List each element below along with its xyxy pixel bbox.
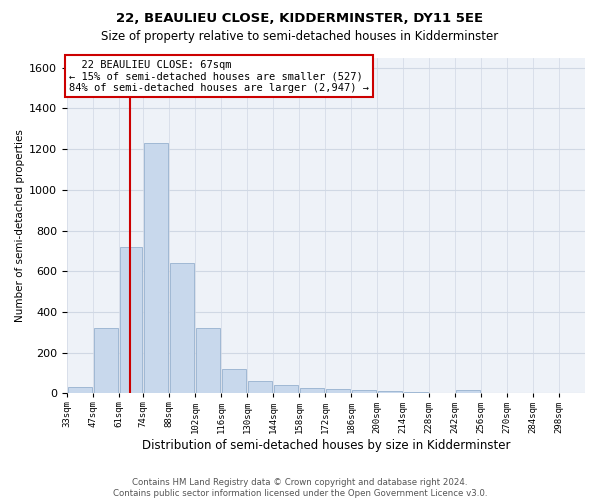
Y-axis label: Number of semi-detached properties: Number of semi-detached properties [15,129,25,322]
Bar [68,388,92,394]
Text: 22 BEAULIEU CLOSE: 67sqm
← 15% of semi-detached houses are smaller (527)
84% of : 22 BEAULIEU CLOSE: 67sqm ← 15% of semi-d… [69,60,369,92]
Bar [222,369,246,394]
Bar [120,247,142,394]
Bar [378,392,402,394]
Text: Size of property relative to semi-detached houses in Kidderminster: Size of property relative to semi-detach… [101,30,499,43]
Text: 22, BEAULIEU CLOSE, KIDDERMINSTER, DY11 5EE: 22, BEAULIEU CLOSE, KIDDERMINSTER, DY11 … [116,12,484,26]
Bar [144,143,168,394]
Text: Contains HM Land Registry data © Crown copyright and database right 2024.
Contai: Contains HM Land Registry data © Crown c… [113,478,487,498]
Bar [352,390,376,394]
Bar [456,390,480,394]
X-axis label: Distribution of semi-detached houses by size in Kidderminster: Distribution of semi-detached houses by … [142,440,510,452]
Bar [196,328,220,394]
Bar [274,385,298,394]
Bar [300,388,324,394]
Bar [404,392,428,394]
Bar [170,263,194,394]
Bar [94,328,118,394]
Bar [326,390,350,394]
Bar [248,381,272,394]
